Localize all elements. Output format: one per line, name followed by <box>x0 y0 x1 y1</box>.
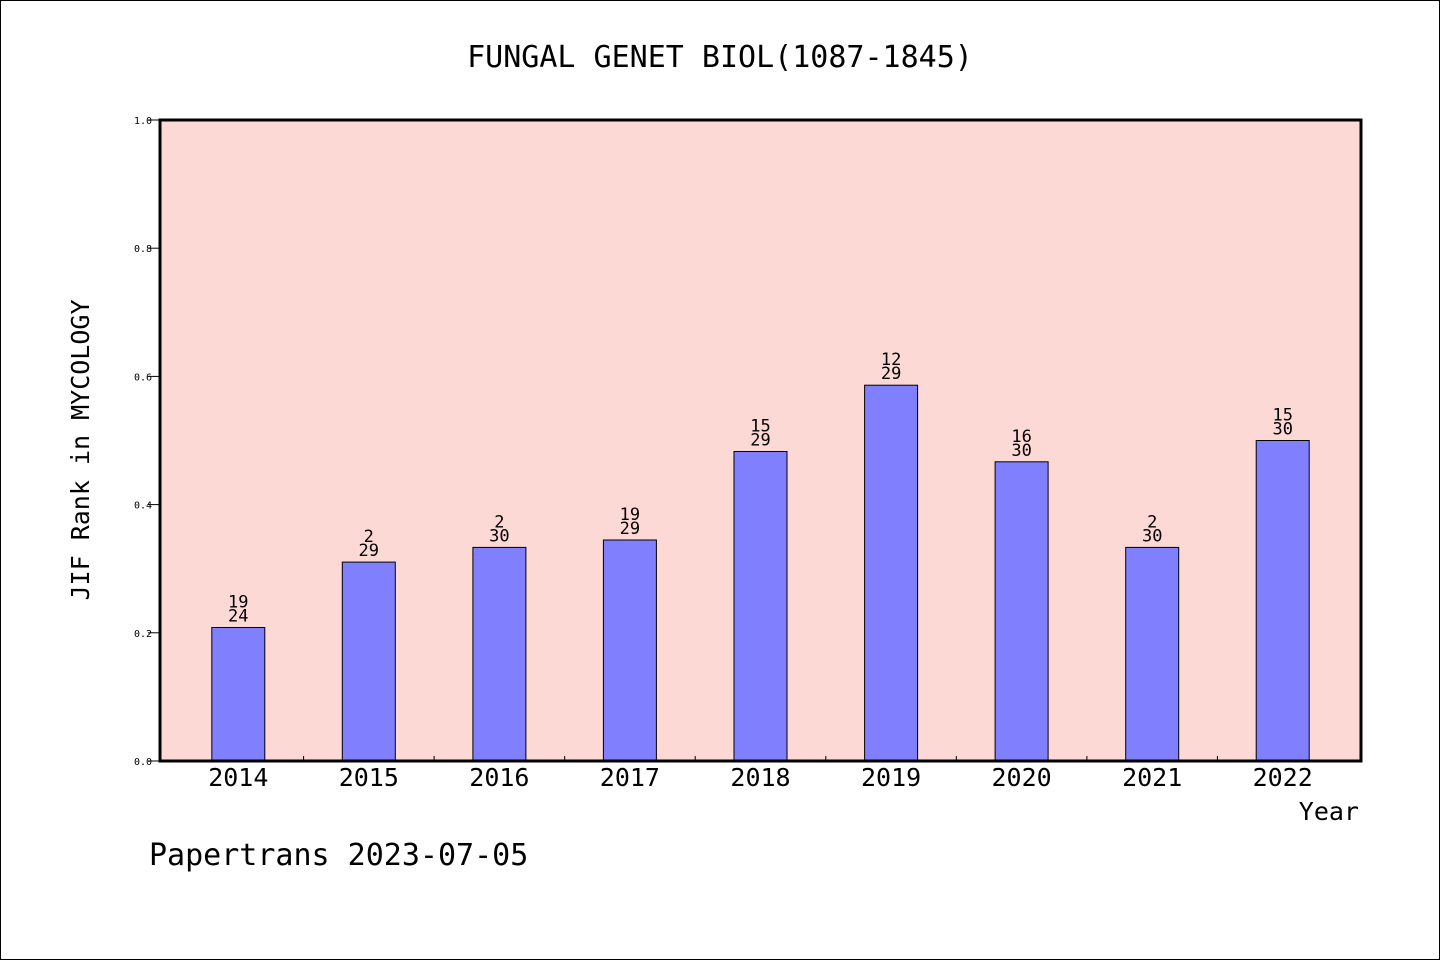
bar-label-rank-2015: 2 <box>364 527 374 547</box>
y-tick-label: 0.6 <box>134 372 152 383</box>
y-tick-label: 0.8 <box>134 244 152 255</box>
y-tick-label: 0.4 <box>134 501 152 512</box>
y-axis: 0.0 0.2 0.4 0.6 0.8 1.0 <box>134 116 160 768</box>
y-tick-label: 0.0 <box>134 757 152 768</box>
bar-label-total-2022: 30 <box>1272 420 1292 440</box>
bar-label-total-2014: 24 <box>228 607 248 627</box>
x-tick-label-2021: 2021 <box>1122 763 1182 792</box>
bar-label-rank-2020: 16 <box>1011 427 1031 447</box>
bar-2014 <box>211 627 266 762</box>
footer-text: Papertrans 2023-07-05 <box>149 838 528 873</box>
chart-title: FUNGAL GENET BIOL(1087-1845) <box>467 40 973 75</box>
bar-label-rank-2018: 15 <box>750 417 770 437</box>
plot-border <box>158 118 1363 763</box>
bar-2020 <box>994 461 1049 762</box>
x-tick-label-2022: 2022 <box>1253 763 1313 792</box>
x-tick-label-2015: 2015 <box>339 763 399 792</box>
bar-label-total-2021: 30 <box>1142 526 1162 546</box>
bar-label-rank-2022: 15 <box>1272 406 1292 426</box>
bar-2018 <box>733 451 788 762</box>
bar-label-total-2017: 29 <box>620 519 640 539</box>
bar-label-rank-2021: 2 <box>1147 512 1157 532</box>
x-tick-label-2020: 2020 <box>991 763 1051 792</box>
x-tick-label-2016: 2016 <box>469 763 529 792</box>
bar-2021 <box>1125 546 1180 762</box>
bar-label-total-2019: 29 <box>881 364 901 384</box>
x-tick-label-2014: 2014 <box>208 763 268 792</box>
x-tick-label-2019: 2019 <box>861 763 921 792</box>
x-tick-label-2017: 2017 <box>600 763 660 792</box>
x-axis-label: Year <box>1299 797 1359 826</box>
bar-label-total-2015: 29 <box>359 541 379 561</box>
bar-2016 <box>472 546 527 762</box>
bar-2022 <box>1255 440 1310 762</box>
y-axis-label: JIF Rank in MYCOLOGY <box>66 299 95 600</box>
y-tick-label: 1.0 <box>134 116 152 127</box>
x-axis: 2014 2015 2016 2017 2018 2019 2020 2021 2022 <box>208 756 1313 792</box>
bar-2017 <box>602 539 657 762</box>
bars-group <box>211 384 1310 762</box>
bar-2019 <box>864 384 919 762</box>
x-tick-label-2018: 2018 <box>730 763 790 792</box>
bar-label-rank-2017: 19 <box>620 505 640 525</box>
y-tick-label: 0.2 <box>134 629 152 640</box>
bar-label-total-2020: 30 <box>1011 441 1031 461</box>
bar-label-rank-2014: 19 <box>228 593 248 613</box>
bar-label-total-2016: 30 <box>489 526 509 546</box>
bar-label-rank-2016: 2 <box>494 512 504 532</box>
bar-label-rank-2019: 12 <box>881 350 901 370</box>
bar-label-total-2018: 29 <box>750 431 770 451</box>
bar-2015 <box>341 561 396 762</box>
